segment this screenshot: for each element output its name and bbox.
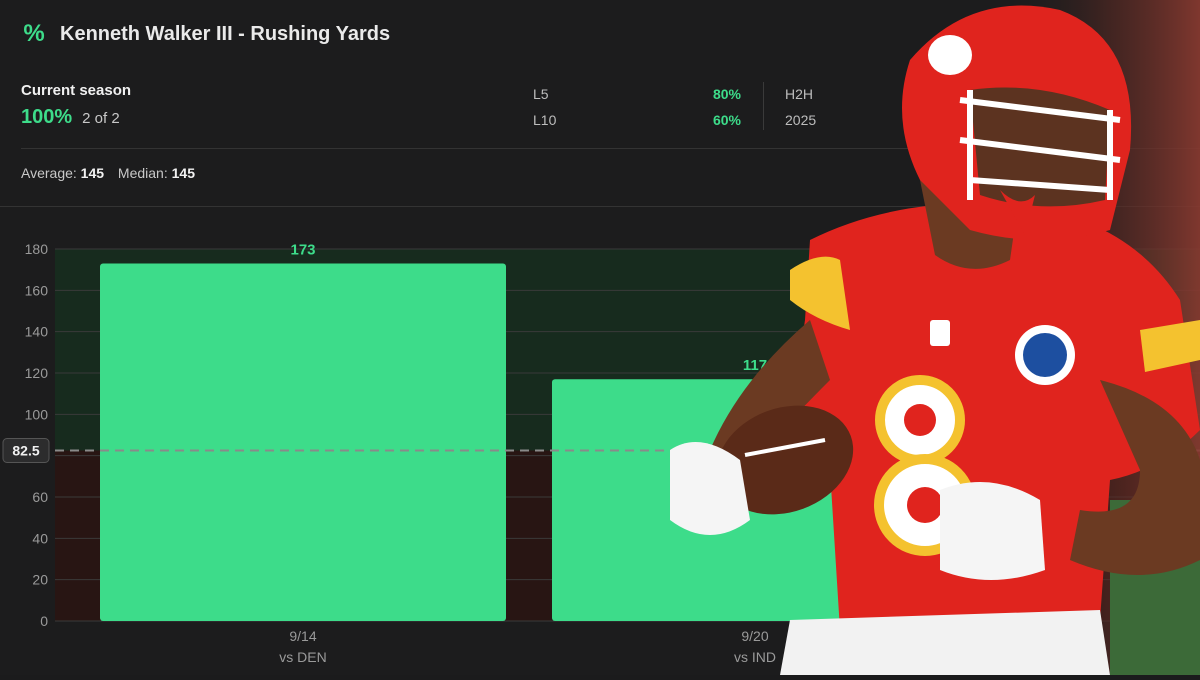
- bar: [100, 263, 506, 621]
- median-label: Median:: [117, 165, 168, 181]
- y-tick-label: 20: [32, 572, 48, 588]
- x-opponent-label: vs DEN: [279, 649, 326, 665]
- x-tick-label: 9/20: [741, 628, 768, 644]
- glove-right: [940, 482, 1045, 580]
- y-tick-label: 0: [40, 613, 48, 629]
- football: [716, 405, 854, 515]
- y-tick-label: 160: [25, 282, 49, 298]
- split-value-l10: 60%: [712, 112, 741, 128]
- player-photo: [670, 0, 1200, 675]
- h2h-year: 2025: [785, 112, 817, 128]
- prop-line-badge: [2, 438, 50, 463]
- y-tick-label: 140: [25, 324, 49, 340]
- split-divider: [763, 82, 764, 130]
- jersey-number-8: [874, 375, 976, 556]
- split-value-l5: 80%: [712, 86, 741, 102]
- y-tick-label: 180: [25, 241, 49, 257]
- bar-value-label: 173: [290, 241, 315, 258]
- y-tick-label: 120: [25, 365, 49, 381]
- y-tick-label: 40: [32, 530, 48, 546]
- season-count: 2 of 2: [82, 110, 120, 127]
- page-title: Kenneth Walker III - Rushing Yards: [60, 22, 391, 45]
- split-label-l5[interactable]: L5: [533, 86, 549, 102]
- average-value: 145: [80, 165, 105, 181]
- glove-left: [670, 442, 750, 535]
- y-tick-label: 100: [25, 406, 49, 422]
- x-opponent-label: vs IND: [734, 649, 776, 665]
- x-tick-label: 9/14: [289, 628, 316, 644]
- stats-row: Average: 145 Median: 145: [21, 165, 205, 181]
- y-tick-label: 60: [32, 489, 48, 505]
- season-summary: 100% 2 of 2: [21, 106, 120, 129]
- card-header: % Kenneth Walker III - Rushing Yards: [22, 20, 390, 48]
- prop-line-label: 82.5: [12, 443, 39, 459]
- percent-icon: %: [23, 20, 45, 47]
- season-hit-rate: 100%: [21, 106, 73, 128]
- median-value: 145: [171, 165, 195, 181]
- h2h-label[interactable]: H2H: [785, 86, 814, 102]
- helmet: [902, 5, 1132, 240]
- season-label: Current season: [21, 82, 132, 99]
- divider: [21, 148, 1200, 149]
- split-label-l10[interactable]: L10: [533, 112, 557, 128]
- average-label: Average:: [21, 165, 77, 181]
- divider: [0, 206, 1200, 207]
